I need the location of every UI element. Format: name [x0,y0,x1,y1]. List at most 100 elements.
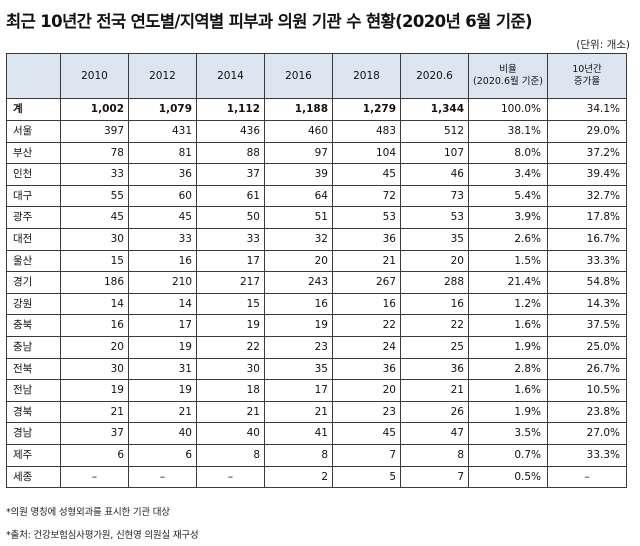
value-cell: 30 [60,357,129,381]
value-cell: 7 [400,465,469,489]
header-share-line2: (2020.6월 기준) [473,76,543,87]
share-cell: 100.0% [468,98,548,121]
growth-cell: 10.5% [547,379,627,402]
value-cell: 50 [196,206,265,229]
value-cell: 39 [264,163,333,186]
share-cell: 38.1% [468,120,548,143]
header-year: 2014 [196,53,265,99]
value-cell: 5 [332,465,401,489]
share-cell: 0.7% [468,443,548,467]
value-cell: 47 [400,422,469,445]
table-row: 부산 78 81 88 97 104 107 8.0% 37.2% [6,141,627,165]
value-cell: 8 [400,443,469,467]
table-body: 계 1,002 1,079 1,112 1,188 1,279 1,344 100.0% 34.… [6,98,627,489]
value-cell: 97 [264,141,333,165]
region-cell: 전남 [6,379,61,402]
value-cell: 21 [128,400,197,424]
header-growth-line2: 증가율 [573,76,601,87]
value-cell: 16 [60,314,129,337]
growth-cell: 39.4% [547,163,627,186]
share-cell: 2.6% [468,227,548,251]
table-row: 울산 15 16 17 20 21 20 1.5% 33.3% [6,249,627,273]
share-cell: 21.4% [468,271,548,294]
growth-cell: 14.3% [547,292,627,316]
value-cell: 23 [332,400,401,424]
value-cell: 19 [128,379,197,402]
value-cell: 483 [332,120,401,143]
value-cell: 107 [400,141,469,165]
growth-cell: 27.0% [547,422,627,445]
growth-cell: 37.2% [547,141,627,165]
region-cell: 경기 [6,271,61,294]
value-cell: 210 [128,271,197,294]
value-cell: 104 [332,141,401,165]
value-cell: 37 [60,422,129,445]
statistics-table: 2010 2012 2014 2016 2018 2020.6 비율 (2020… [6,53,627,489]
share-cell: 3.9% [468,206,548,229]
value-cell: 17 [196,249,265,273]
total-row: 계 1,002 1,079 1,112 1,188 1,279 1,344 100.0% 34.… [6,98,627,121]
growth-cell: – [547,465,627,489]
growth-cell: 25.0% [547,335,627,359]
share-cell: 8.0% [468,141,548,165]
region-cell: 세종 [6,465,61,489]
value-cell: 26 [400,400,469,424]
value-cell: 1,188 [264,98,333,121]
value-cell: 186 [60,271,129,294]
table-row: 경기 186 210 217 243 267 288 21.4% 54.8% [6,271,627,294]
value-cell: 15 [196,292,265,316]
growth-cell: 32.7% [547,184,627,208]
value-cell: 436 [196,120,265,143]
value-cell: 41 [264,422,333,445]
header-share-line1: 비율 [499,64,517,76]
value-cell: 46 [400,163,469,186]
value-cell: 16 [400,292,469,316]
region-cell: 광주 [6,206,61,229]
table-row: 대구 55 60 61 64 72 73 5.4% 32.7% [6,184,627,208]
table-title: 최근 10년간 전국 연도별/지역별 피부과 의원 기관 수 현황(2020년 … [6,12,533,31]
value-cell: 14 [60,292,129,316]
value-cell: 397 [60,120,129,143]
value-cell: 20 [264,249,333,273]
value-cell: 22 [196,335,265,359]
value-cell: 36 [128,163,197,186]
value-cell: 30 [60,227,129,251]
table-row: 전북 30 31 30 35 36 36 2.8% 26.7% [6,357,627,381]
header-growth-line1: 10년간 [572,64,602,76]
value-cell: – [128,465,197,489]
value-cell: 19 [196,314,265,337]
value-cell: 72 [332,184,401,208]
value-cell: 81 [128,141,197,165]
value-cell: 267 [332,271,401,294]
table-row: 광주 45 45 50 51 53 53 3.9% 17.8% [6,206,627,229]
value-cell: 53 [332,206,401,229]
header-share: 비율 (2020.6월 기준) [468,53,548,99]
value-cell: 20 [400,249,469,273]
value-cell: 22 [332,314,401,337]
value-cell: 1,279 [332,98,401,121]
value-cell: 1,344 [400,98,469,121]
value-cell: 20 [332,379,401,402]
value-cell: 45 [128,206,197,229]
value-cell: 460 [264,120,333,143]
value-cell: 23 [264,335,333,359]
value-cell: 512 [400,120,469,143]
value-cell: 17 [264,379,333,402]
value-cell: – [196,465,265,489]
region-cell: 계 [6,98,61,121]
share-cell: 1.2% [468,292,548,316]
value-cell: 36 [332,357,401,381]
value-cell: 19 [60,379,129,402]
header-year: 2010 [60,53,129,99]
table-row: 전남 19 19 18 17 20 21 1.6% 10.5% [6,379,627,402]
value-cell: 1,079 [128,98,197,121]
value-cell: 1,112 [196,98,265,121]
table-row: 충남 20 19 22 23 24 25 1.9% 25.0% [6,335,627,359]
value-cell: 7 [332,443,401,467]
region-cell: 제주 [6,443,61,467]
table-row: 강원 14 14 15 16 16 16 1.2% 14.3% [6,292,627,316]
value-cell: 19 [128,335,197,359]
value-cell: 2 [264,465,333,489]
region-cell: 충북 [6,314,61,337]
